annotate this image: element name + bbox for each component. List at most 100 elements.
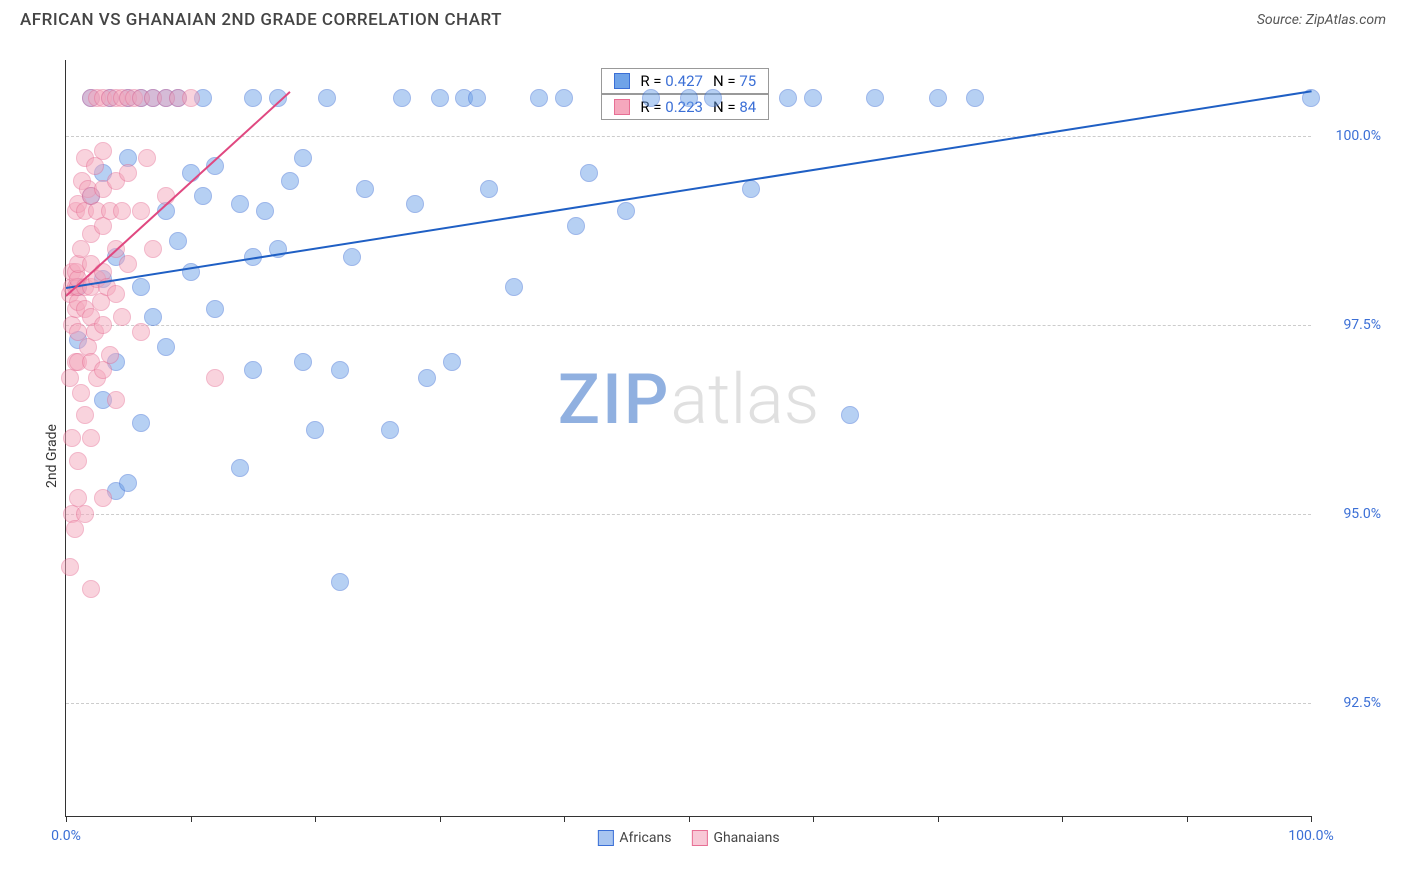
y-tick-label: 95.0% bbox=[1321, 506, 1381, 522]
gridline bbox=[66, 136, 1311, 137]
scatter-point bbox=[294, 149, 312, 167]
x-tick bbox=[938, 816, 939, 822]
scatter-point bbox=[480, 180, 498, 198]
scatter-point bbox=[356, 180, 374, 198]
scatter-point bbox=[132, 323, 150, 341]
scatter-point bbox=[418, 369, 436, 387]
scatter-point bbox=[69, 452, 87, 470]
scatter-point bbox=[966, 89, 984, 107]
scatter-point bbox=[94, 142, 112, 160]
scatter-point bbox=[157, 338, 175, 356]
plot-area: ZIPatlas R = 0.427N = 75R = 0.223N = 84 … bbox=[65, 60, 1311, 817]
x-tick bbox=[440, 816, 441, 822]
scatter-point bbox=[318, 89, 336, 107]
scatter-point bbox=[76, 406, 94, 424]
scatter-point bbox=[580, 164, 598, 182]
gridline bbox=[66, 514, 1311, 515]
gridline bbox=[66, 703, 1311, 704]
scatter-point bbox=[119, 255, 137, 273]
stat-n-label: N = 75 bbox=[713, 72, 756, 90]
scatter-point bbox=[82, 429, 100, 447]
x-tick bbox=[315, 816, 316, 822]
legend-swatch bbox=[691, 830, 707, 846]
x-tick-label: 0.0% bbox=[51, 828, 81, 844]
trend-line bbox=[66, 90, 1312, 289]
scatter-point bbox=[119, 474, 137, 492]
y-tick-label: 97.5% bbox=[1321, 317, 1381, 333]
scatter-point bbox=[468, 89, 486, 107]
scatter-point bbox=[144, 308, 162, 326]
scatter-point bbox=[443, 353, 461, 371]
scatter-point bbox=[505, 278, 523, 296]
scatter-point bbox=[94, 489, 112, 507]
scatter-point bbox=[704, 89, 722, 107]
scatter-point bbox=[138, 149, 156, 167]
scatter-point bbox=[929, 89, 947, 107]
watermark: ZIPatlas bbox=[558, 359, 820, 441]
scatter-point bbox=[617, 202, 635, 220]
scatter-point bbox=[294, 353, 312, 371]
scatter-point bbox=[256, 202, 274, 220]
scatter-point bbox=[66, 520, 84, 538]
scatter-point bbox=[530, 89, 548, 107]
legend: Africans Ghanaians bbox=[597, 830, 779, 846]
y-tick-label: 92.5% bbox=[1321, 695, 1381, 711]
scatter-point bbox=[107, 285, 125, 303]
scatter-point bbox=[206, 369, 224, 387]
scatter-point bbox=[132, 414, 150, 432]
x-tick bbox=[191, 816, 192, 822]
scatter-point bbox=[206, 300, 224, 318]
legend-item: Ghanaians bbox=[691, 830, 779, 846]
scatter-point bbox=[63, 429, 81, 447]
scatter-point bbox=[406, 195, 424, 213]
scatter-point bbox=[72, 384, 90, 402]
scatter-point bbox=[231, 459, 249, 477]
stat-r-label: R = 0.427 bbox=[640, 72, 703, 90]
stat-swatch bbox=[614, 73, 630, 89]
source-attribution: Source: ZipAtlas.com bbox=[1257, 12, 1386, 28]
scatter-point bbox=[555, 89, 573, 107]
scatter-point bbox=[306, 421, 324, 439]
gridline bbox=[66, 325, 1311, 326]
scatter-point bbox=[132, 278, 150, 296]
scatter-point bbox=[281, 172, 299, 190]
legend-swatch bbox=[597, 830, 613, 846]
scatter-point bbox=[61, 558, 79, 576]
x-tick bbox=[564, 816, 565, 822]
scatter-point bbox=[804, 89, 822, 107]
scatter-point bbox=[381, 421, 399, 439]
scatter-point bbox=[244, 89, 262, 107]
x-tick bbox=[66, 816, 67, 822]
scatter-point bbox=[866, 89, 884, 107]
y-tick-label: 100.0% bbox=[1321, 128, 1381, 144]
scatter-point bbox=[119, 164, 137, 182]
scatter-point bbox=[244, 361, 262, 379]
x-tick bbox=[813, 816, 814, 822]
scatter-point bbox=[231, 195, 249, 213]
scatter-point bbox=[113, 308, 131, 326]
y-axis-label: 2nd Grade bbox=[44, 424, 60, 488]
x-tick bbox=[1062, 816, 1063, 822]
scatter-point bbox=[76, 505, 94, 523]
legend-item: Africans bbox=[597, 830, 671, 846]
chart-container: 2nd Grade ZIPatlas R = 0.427N = 75R = 0.… bbox=[20, 40, 1386, 872]
scatter-point bbox=[94, 316, 112, 334]
scatter-point bbox=[742, 180, 760, 198]
scatter-point bbox=[113, 202, 131, 220]
stat-swatch bbox=[614, 99, 630, 115]
scatter-point bbox=[182, 89, 200, 107]
scatter-point bbox=[169, 232, 187, 250]
chart-title: AFRICAN VS GHANAIAN 2ND GRADE CORRELATIO… bbox=[20, 10, 502, 30]
scatter-point bbox=[680, 89, 698, 107]
scatter-point bbox=[841, 406, 859, 424]
x-tick bbox=[1311, 816, 1312, 822]
scatter-point bbox=[107, 391, 125, 409]
scatter-point bbox=[82, 580, 100, 598]
x-tick bbox=[689, 816, 690, 822]
scatter-point bbox=[343, 248, 361, 266]
scatter-point bbox=[431, 89, 449, 107]
scatter-point bbox=[101, 346, 119, 364]
x-tick-label: 100.0% bbox=[1288, 828, 1333, 844]
scatter-point bbox=[331, 361, 349, 379]
scatter-point bbox=[194, 187, 212, 205]
